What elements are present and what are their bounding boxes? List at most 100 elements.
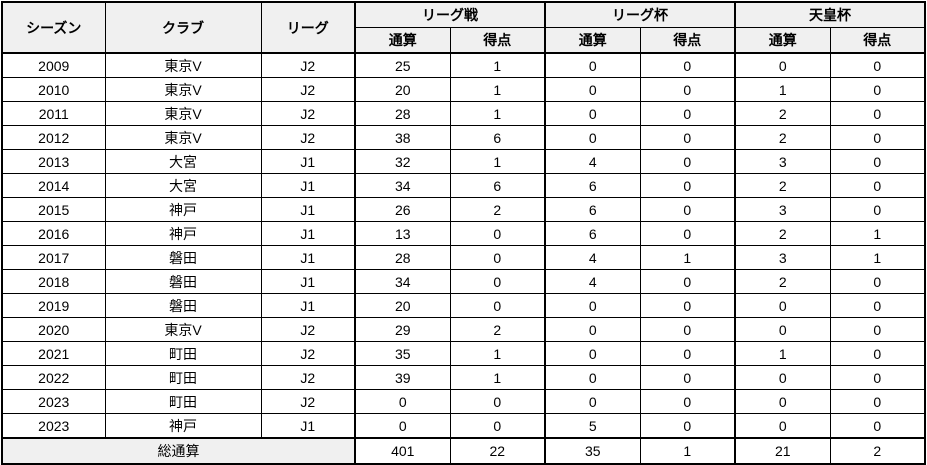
- cell-stat: 2: [734, 101, 831, 126]
- cell-league: J1: [260, 269, 356, 294]
- cell-stat: 0: [734, 389, 831, 414]
- cell-season: 2019: [1, 293, 106, 318]
- header-row-sub: 通算 得点 通算 得点 通算 得点: [2, 27, 926, 54]
- cell-league: J2: [260, 365, 356, 390]
- cell-stat: 0: [829, 317, 926, 342]
- cell-stat: 0: [639, 317, 736, 342]
- cell-stat: 0: [544, 293, 641, 318]
- cell-stat: 0: [544, 125, 641, 150]
- cell-season: 2023: [1, 413, 106, 439]
- cell-stat: 6: [544, 173, 641, 198]
- cell-stat: 1: [829, 245, 926, 270]
- cell-stat: 0: [544, 52, 641, 78]
- col-header-apps-emperors-cup: 通算: [734, 27, 831, 54]
- cell-stat: 25: [354, 52, 451, 78]
- table-row: 2014 大宮 J1 34 6 6 0 2 0: [1, 173, 926, 198]
- cell-stat: 0: [829, 389, 926, 414]
- cell-stat: 13: [354, 221, 451, 246]
- cell-stat: 3: [734, 149, 831, 174]
- cell-league: J1: [260, 245, 356, 270]
- table-row: 2021 町田 J2 35 1 0 0 1 0: [1, 341, 926, 366]
- cell-stat: 0: [354, 413, 451, 439]
- cell-stat: 2: [734, 125, 831, 150]
- cell-club: 神戸: [104, 197, 262, 222]
- cell-stat: 1: [449, 52, 546, 78]
- table-row: 2020 東京V J2 29 2 0 0 0 0: [1, 317, 926, 342]
- cell-stat: 0: [639, 197, 736, 222]
- cell-club: 東京V: [104, 101, 262, 126]
- cell-stat: 0: [829, 341, 926, 366]
- cell-stat: 5: [544, 413, 641, 439]
- cell-stat: 1: [734, 341, 831, 366]
- cell-total-stat: 1: [639, 437, 736, 465]
- col-header-goals-league: 得点: [449, 27, 546, 54]
- cell-club: 神戸: [104, 413, 262, 439]
- cell-club: 大宮: [104, 149, 262, 174]
- col-header-season: シーズン: [1, 1, 106, 54]
- cell-season: 2010: [1, 77, 106, 102]
- header-row-groups: シーズン クラブ リーグ リーグ戦 リーグ杯 天皇杯: [1, 1, 926, 54]
- cell-stat: 0: [639, 77, 736, 102]
- cell-league: J1: [260, 173, 356, 198]
- cell-stat: 0: [639, 101, 736, 126]
- cell-club: 町田: [104, 365, 262, 390]
- col-header-league: リーグ: [260, 1, 356, 54]
- cell-season: 2009: [1, 52, 106, 78]
- cell-stat: 0: [449, 293, 546, 318]
- cell-season: 2023: [1, 389, 106, 414]
- cell-league: J2: [260, 101, 356, 126]
- cell-stat: 0: [829, 365, 926, 390]
- cell-stat: 28: [354, 245, 451, 270]
- cell-season: 2013: [1, 149, 106, 174]
- cell-total-stat: 401: [354, 437, 451, 465]
- cell-season: 2011: [1, 101, 106, 126]
- cell-total-stat: 2: [829, 437, 926, 465]
- cell-season: 2016: [1, 221, 106, 246]
- cell-season: 2021: [1, 341, 106, 366]
- cell-season: 2018: [1, 269, 106, 294]
- cell-club: 磐田: [104, 245, 262, 270]
- cell-stat: 0: [829, 293, 926, 318]
- table-row: 2011 東京V J2 28 1 0 0 2 0: [1, 101, 926, 126]
- cell-stat: 2: [734, 173, 831, 198]
- cell-stat: 0: [829, 77, 926, 102]
- cell-season: 2014: [1, 173, 106, 198]
- cell-stat: 0: [639, 173, 736, 198]
- cell-season: 2020: [1, 317, 106, 342]
- cell-stat: 0: [449, 413, 546, 439]
- cell-club: 東京V: [104, 125, 262, 150]
- cell-stat: 4: [544, 149, 641, 174]
- cell-stat: 0: [734, 293, 831, 318]
- cell-league: J2: [260, 389, 356, 414]
- cell-league: J1: [260, 413, 356, 439]
- col-header-apps-league: 通算: [354, 27, 451, 54]
- cell-stat: 0: [544, 365, 641, 390]
- cell-league: J2: [260, 125, 356, 150]
- cell-club: 町田: [104, 389, 262, 414]
- cell-league: J2: [260, 341, 356, 366]
- cell-stat: 0: [734, 413, 831, 439]
- cell-league: J1: [260, 149, 356, 174]
- cell-league: J1: [260, 197, 356, 222]
- cell-stat: 29: [354, 317, 451, 342]
- col-header-club: クラブ: [104, 1, 262, 54]
- cell-stat: 0: [829, 413, 926, 439]
- cell-season: 2015: [1, 197, 106, 222]
- cell-stat: 0: [829, 173, 926, 198]
- cell-stat: 26: [354, 197, 451, 222]
- cell-stat: 0: [354, 389, 451, 414]
- cell-stat: 3: [734, 245, 831, 270]
- cell-stat: 35: [354, 341, 451, 366]
- cell-stat: 0: [544, 101, 641, 126]
- cell-stat: 0: [639, 52, 736, 78]
- cell-stat: 20: [354, 77, 451, 102]
- table-body: 2009 東京V J2 25 1 0 0 0 0 2010 東京V J2 20 1 0 0 1 0 2011 東京V J…: [1, 52, 926, 439]
- table-row: 2015 神戸 J1 26 2 6 0 3 0: [1, 197, 926, 222]
- cell-stat: 0: [639, 341, 736, 366]
- cell-stat: 1: [449, 77, 546, 102]
- cell-stat: 0: [544, 341, 641, 366]
- cell-stat: 6: [449, 173, 546, 198]
- cell-total-stat: 21: [734, 437, 831, 465]
- cell-stat: 6: [544, 197, 641, 222]
- cell-league: J1: [260, 293, 356, 318]
